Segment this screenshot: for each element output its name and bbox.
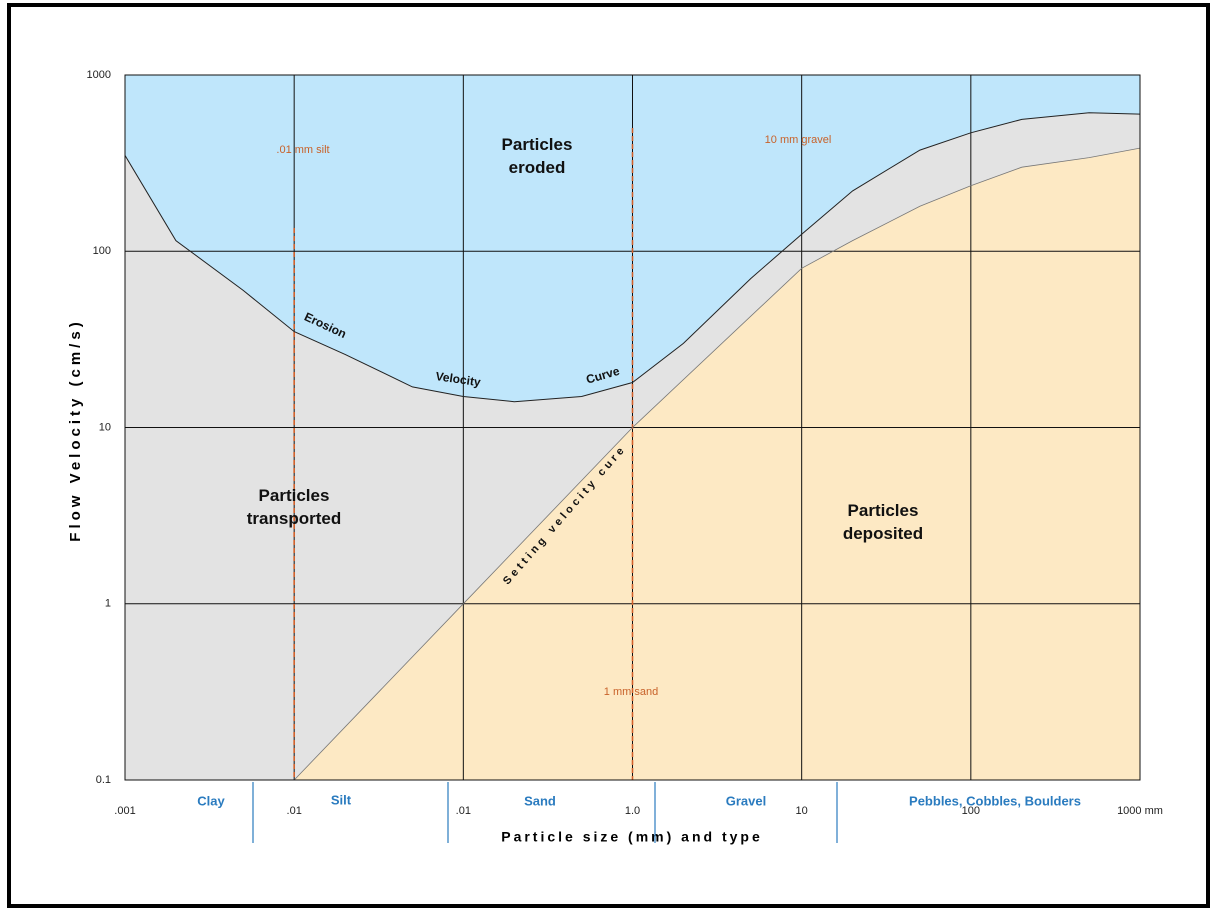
size-class: Pebbles, Cobbles, Boulders xyxy=(909,793,1081,808)
class-separators xyxy=(252,782,838,843)
x-axis-label: Particle size (mm) and type xyxy=(501,829,763,845)
size-class: Clay xyxy=(197,793,225,808)
x-tick-label: .01 xyxy=(287,805,302,817)
region-label: Particles deposited xyxy=(843,501,923,543)
region-label-line: Particles xyxy=(848,501,919,520)
region-label-line: transported xyxy=(247,509,341,528)
curve-label: Velocity xyxy=(435,369,482,389)
curve xyxy=(124,112,1141,403)
x-tick-label: .001 xyxy=(114,805,135,817)
size-class: Silt xyxy=(331,792,352,807)
x-tick-label: 1.0 xyxy=(625,805,640,817)
reference-label: .01 mm silt xyxy=(276,144,329,156)
plot-frame xyxy=(124,74,1141,781)
reference-label: 10 mm gravel xyxy=(765,134,832,146)
size-class: Gravel xyxy=(726,793,766,808)
x-tick-label: .01 xyxy=(456,805,471,817)
reference-label: 1 mm sand xyxy=(604,686,658,698)
region-label-line: deposited xyxy=(843,524,923,543)
y-tick-label: 0.1 xyxy=(96,774,111,786)
region-label-line: Particles xyxy=(502,135,573,154)
region-label: Particles eroded xyxy=(502,135,573,177)
y-tick-label: 1 xyxy=(105,598,111,610)
curve xyxy=(293,147,1141,781)
y-tick-label: 100 xyxy=(93,245,111,257)
y-tick-label: 1000 xyxy=(87,69,111,81)
y-tick-label: 10 xyxy=(99,421,111,433)
region-deposited xyxy=(294,148,1140,781)
x-tick-label: 100 xyxy=(962,805,980,817)
x-tick-label: 1000 mm xyxy=(1117,805,1163,817)
region-label-line: Particles xyxy=(259,486,330,505)
size-class: Sand xyxy=(524,793,556,808)
region-label: Particles transported xyxy=(247,486,341,528)
plot-area: .001 .01 .01 1.0 10 100 1000 mm 0.1 1 10 100 1000 .0… xyxy=(87,69,1163,817)
y-axis-label: Flow Velocity (cm/s) xyxy=(67,318,84,541)
x-tick-label: 10 xyxy=(796,805,808,817)
region-label-line: eroded xyxy=(509,158,566,177)
